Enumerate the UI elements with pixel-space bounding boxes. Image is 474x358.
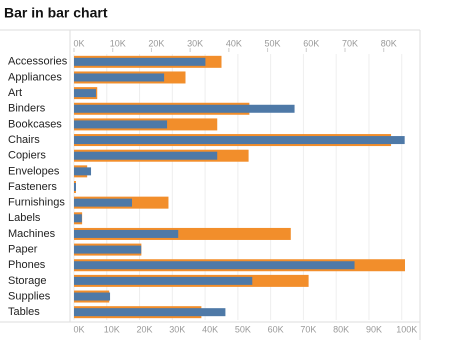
chart-title: Bar in bar chart xyxy=(4,5,108,21)
y-tick-label: Supplies xyxy=(8,290,51,302)
y-tick-label: Phones xyxy=(8,259,46,271)
x-tick-label: 40K xyxy=(202,324,218,334)
y-tick-label: Binders xyxy=(8,103,46,115)
bar xyxy=(74,308,226,317)
y-tick-label: Copiers xyxy=(8,150,46,162)
y-tick-label: Fasteners xyxy=(8,181,57,193)
y-tick-label: Art xyxy=(8,87,22,99)
x-tick-label: 20K xyxy=(137,324,153,334)
bar xyxy=(74,57,206,66)
x-tick-label: 0K xyxy=(73,324,84,334)
x2-tick-label: 50K xyxy=(265,38,281,48)
y-tick-label: Machines xyxy=(8,228,56,240)
x-tick-label: 10K xyxy=(104,324,120,334)
bar xyxy=(74,104,295,113)
y-tick-label: Accessories xyxy=(8,56,68,68)
y-tick-label: Envelopes xyxy=(8,165,60,177)
bar xyxy=(74,198,133,207)
y-tick-label: Bookcases xyxy=(8,118,62,130)
bar xyxy=(74,276,253,285)
x2-tick-label: 40K xyxy=(226,38,242,48)
x2-tick-label: 60K xyxy=(303,38,319,48)
y-tick-label: Tables xyxy=(8,306,40,318)
bar xyxy=(74,120,168,129)
x-tick-label: 80K xyxy=(333,324,349,334)
x2-tick-label: 20K xyxy=(148,38,164,48)
x-tick-label: 50K xyxy=(235,324,251,334)
x-tick-label: 70K xyxy=(300,324,316,334)
bar xyxy=(74,245,142,254)
x2-tick-label: 10K xyxy=(110,38,126,48)
x2-tick-label: 70K xyxy=(342,38,358,48)
y-tick-label: Appliances xyxy=(8,71,62,83)
bar xyxy=(74,261,355,270)
bar xyxy=(74,136,405,145)
bar xyxy=(74,151,218,160)
bar xyxy=(74,89,96,98)
bar xyxy=(74,73,165,82)
y-tick-label: Chairs xyxy=(8,134,40,146)
x2-tick-label: 80K xyxy=(381,38,397,48)
x2-tick-label: 0K xyxy=(73,38,84,48)
bar xyxy=(74,183,76,191)
bar xyxy=(74,292,111,301)
x-tick-label: 60K xyxy=(268,324,284,334)
x-tick-label: 100K xyxy=(396,324,417,334)
x-tick-label: 90K xyxy=(366,324,382,334)
bar xyxy=(74,229,179,238)
y-tick-label: Storage xyxy=(8,275,47,287)
y-tick-label: Labels xyxy=(8,212,41,224)
y-tick-label: Furnishings xyxy=(8,197,65,209)
x2-tick-label: 30K xyxy=(187,38,203,48)
bar xyxy=(74,167,92,176)
x-tick-label: 30K xyxy=(169,324,185,334)
y-tick-label: Paper xyxy=(8,243,38,255)
bar xyxy=(74,214,82,223)
